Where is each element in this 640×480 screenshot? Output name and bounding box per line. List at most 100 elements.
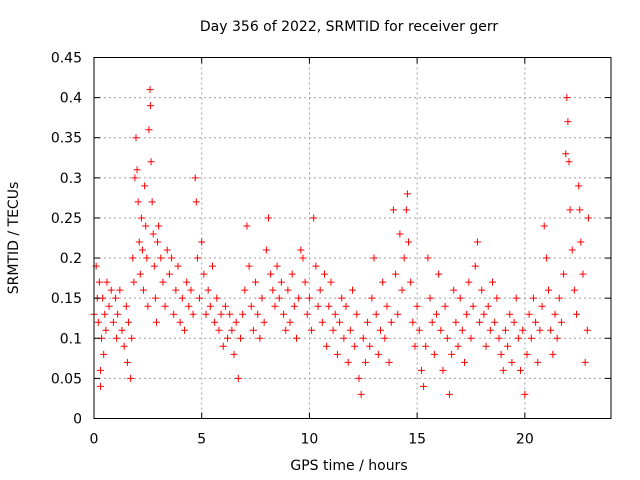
data-point	[525, 310, 533, 318]
data-point	[473, 238, 481, 246]
data-point	[323, 342, 331, 350]
data-point	[383, 302, 391, 310]
data-point	[579, 270, 587, 278]
y-tick-label: 0.1	[60, 331, 82, 347]
data-point	[267, 270, 275, 278]
data-point	[542, 254, 550, 262]
data-point	[570, 286, 578, 294]
y-tick-label: 0.3	[60, 171, 82, 187]
data-point	[103, 278, 111, 286]
data-point	[316, 286, 324, 294]
data-point	[527, 334, 535, 342]
y-tick-label: 0	[73, 412, 82, 428]
data-point	[329, 326, 337, 334]
x-axis-label: GPS time / hours	[290, 458, 407, 474]
data-point	[118, 326, 126, 334]
data-point	[336, 318, 344, 326]
data-point	[305, 294, 313, 302]
data-point	[151, 294, 159, 302]
data-point	[318, 318, 326, 326]
data-point	[521, 390, 529, 398]
data-point	[94, 318, 102, 326]
data-point	[297, 246, 305, 254]
axis-ticks: 0 0.05 0.1 0.15 0.2 0.25 0.3 0.35 0.4 0.45 0 5 10 15 2…	[51, 51, 611, 448]
data-point	[374, 350, 382, 358]
data-point	[112, 294, 120, 302]
data-point	[458, 326, 466, 334]
data-point	[409, 318, 417, 326]
data-point	[146, 102, 154, 110]
data-point	[185, 302, 193, 310]
data-point	[506, 310, 514, 318]
data-point	[109, 318, 117, 326]
data-point	[417, 366, 425, 374]
data-point	[448, 350, 456, 358]
data-point	[560, 270, 568, 278]
data-point	[127, 374, 135, 382]
data-point	[368, 294, 376, 302]
data-point	[312, 262, 320, 270]
data-point	[349, 286, 356, 294]
data-point	[211, 318, 219, 326]
data-point	[450, 286, 458, 294]
data-point	[439, 366, 447, 374]
y-tick-label: 0.4	[60, 91, 82, 107]
data-point	[501, 326, 509, 334]
data-point	[232, 318, 240, 326]
data-point	[174, 262, 182, 270]
data-point	[176, 318, 184, 326]
data-point	[549, 350, 557, 358]
data-point	[131, 174, 139, 182]
data-point	[230, 350, 238, 358]
data-point	[532, 318, 540, 326]
data-point	[420, 382, 428, 390]
data-point	[325, 302, 333, 310]
data-point	[136, 270, 144, 278]
data-point	[568, 246, 576, 254]
data-point	[411, 342, 419, 350]
data-point	[377, 326, 385, 334]
data-point	[99, 294, 107, 302]
data-point	[236, 334, 244, 342]
data-point	[146, 86, 154, 94]
data-point	[273, 262, 281, 270]
data-point	[217, 310, 225, 318]
data-point	[424, 254, 432, 262]
y-tick-label: 0.05	[51, 371, 82, 387]
data-point	[168, 254, 176, 262]
chart-title: Day 356 of 2022, SRMTID for receiver ger…	[200, 19, 498, 35]
data-point	[437, 326, 445, 334]
data-point	[499, 366, 507, 374]
data-point	[538, 302, 546, 310]
data-point	[351, 342, 359, 350]
data-point	[366, 342, 374, 350]
data-point	[192, 198, 200, 206]
data-point	[100, 350, 108, 358]
data-point	[495, 334, 503, 342]
data-point	[545, 286, 553, 294]
data-point	[149, 230, 157, 238]
data-point	[573, 310, 581, 318]
data-point	[551, 310, 559, 318]
data-point	[523, 350, 531, 358]
data-point	[471, 262, 479, 270]
data-point	[178, 294, 186, 302]
data-point	[147, 158, 155, 166]
data-point	[454, 342, 462, 350]
data-point	[555, 294, 563, 302]
data-point	[155, 222, 163, 230]
data-point	[562, 150, 570, 158]
data-point	[114, 310, 122, 318]
data-point	[370, 254, 378, 262]
data-point	[280, 310, 288, 318]
data-point	[152, 318, 160, 326]
y-tick-label: 0.45	[51, 51, 82, 67]
x-tick-label: 20	[516, 432, 534, 448]
data-point	[213, 294, 221, 302]
data-point	[443, 334, 451, 342]
data-point	[124, 318, 132, 326]
data-point	[271, 302, 279, 310]
data-point	[148, 198, 156, 206]
data-point	[138, 246, 146, 254]
